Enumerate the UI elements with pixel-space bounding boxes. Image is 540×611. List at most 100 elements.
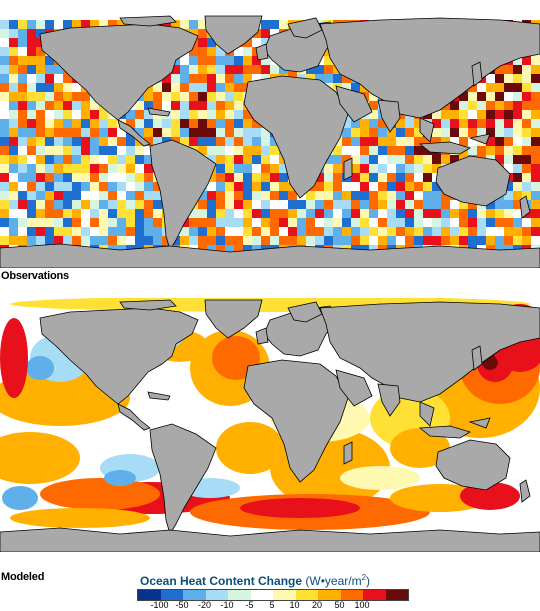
observation-cell (9, 137, 18, 146)
observation-cell (9, 182, 18, 191)
land-mass (377, 383, 401, 417)
observation-cell (54, 236, 63, 245)
observation-cell (72, 137, 81, 146)
observation-cell (351, 200, 360, 209)
observation-cell (261, 20, 270, 29)
observation-cell (117, 209, 126, 218)
observation-cell (36, 128, 45, 137)
observation-cell (108, 209, 117, 218)
observation-cell (36, 83, 45, 92)
legend-tick-label: -100 (150, 600, 169, 610)
observation-cell (459, 218, 468, 227)
observation-cell (216, 128, 225, 137)
observation-cell (63, 146, 72, 155)
observation-cell (414, 182, 423, 191)
legend-swatch (340, 590, 363, 600)
observation-cell (324, 65, 333, 74)
observation-cell (225, 110, 234, 119)
observation-cell (126, 146, 135, 155)
observation-cell (369, 146, 378, 155)
observation-cell (270, 209, 279, 218)
observation-cell (522, 236, 531, 245)
observation-cell (9, 227, 18, 236)
observation-cell (54, 164, 63, 173)
observation-cell (360, 119, 369, 128)
observation-cell (405, 200, 414, 209)
observation-cell (477, 101, 486, 110)
observation-cell (315, 236, 324, 245)
observation-cell (54, 83, 63, 92)
observations-land (0, 15, 540, 268)
observation-cell (360, 164, 369, 173)
observation-cell (495, 65, 504, 74)
observation-cell (324, 74, 333, 83)
observation-cell (378, 137, 387, 146)
observation-cell (18, 200, 27, 209)
observation-cell (405, 191, 414, 200)
observation-cell (81, 200, 90, 209)
observation-cell (117, 236, 126, 245)
land-mass (149, 423, 217, 535)
observation-cell (432, 155, 441, 164)
modeled-anomaly-region (240, 498, 360, 518)
observation-cell (270, 29, 279, 38)
observation-cell (405, 146, 414, 155)
legend-title-text: Ocean Heat Content Change (140, 574, 303, 588)
observation-cell (396, 173, 405, 182)
observation-cell (207, 209, 216, 218)
observation-cell (207, 155, 216, 164)
observation-cell (54, 119, 63, 128)
observation-cell (333, 74, 342, 83)
observation-cell (270, 65, 279, 74)
observation-cell (234, 74, 243, 83)
observation-cell (495, 218, 504, 227)
observation-cell (369, 173, 378, 182)
observation-cell (396, 146, 405, 155)
observation-cell (261, 56, 270, 65)
observation-cell (0, 200, 9, 209)
observation-cell (198, 146, 207, 155)
observation-cell (432, 137, 441, 146)
observation-cell (396, 119, 405, 128)
observation-cell (369, 182, 378, 191)
observation-cell (63, 191, 72, 200)
observation-cell (72, 101, 81, 110)
observation-cell (270, 20, 279, 29)
observation-cell (261, 182, 270, 191)
observation-cell (396, 227, 405, 236)
observation-cell (333, 209, 342, 218)
observation-cell (36, 209, 45, 218)
observation-cell (36, 74, 45, 83)
observation-cell (18, 128, 27, 137)
observation-cell (45, 65, 54, 74)
observation-cell (153, 83, 162, 92)
observation-cell (522, 92, 531, 101)
observation-cell (324, 236, 333, 245)
observation-cell (486, 83, 495, 92)
observation-cell (27, 47, 36, 56)
observation-cell (108, 173, 117, 182)
observation-cell (117, 182, 126, 191)
land-mass (335, 369, 373, 407)
observation-cell (531, 65, 540, 74)
observation-cell (513, 74, 522, 83)
observation-cell (180, 20, 189, 29)
observation-cell (216, 173, 225, 182)
observation-cell (270, 155, 279, 164)
observation-cell (72, 92, 81, 101)
observation-cell (153, 236, 162, 245)
observation-cell (423, 200, 432, 209)
observation-cell (198, 119, 207, 128)
observation-cell (261, 128, 270, 137)
observation-cell (243, 47, 252, 56)
observation-cell (360, 155, 369, 164)
observation-cell (63, 173, 72, 182)
observation-cell (27, 209, 36, 218)
land-mass (377, 99, 401, 133)
observation-cell (0, 218, 9, 227)
observation-cell (54, 65, 63, 74)
observation-cell (513, 173, 522, 182)
observation-cell (162, 119, 171, 128)
observation-cell (423, 227, 432, 236)
observation-cell (531, 191, 540, 200)
